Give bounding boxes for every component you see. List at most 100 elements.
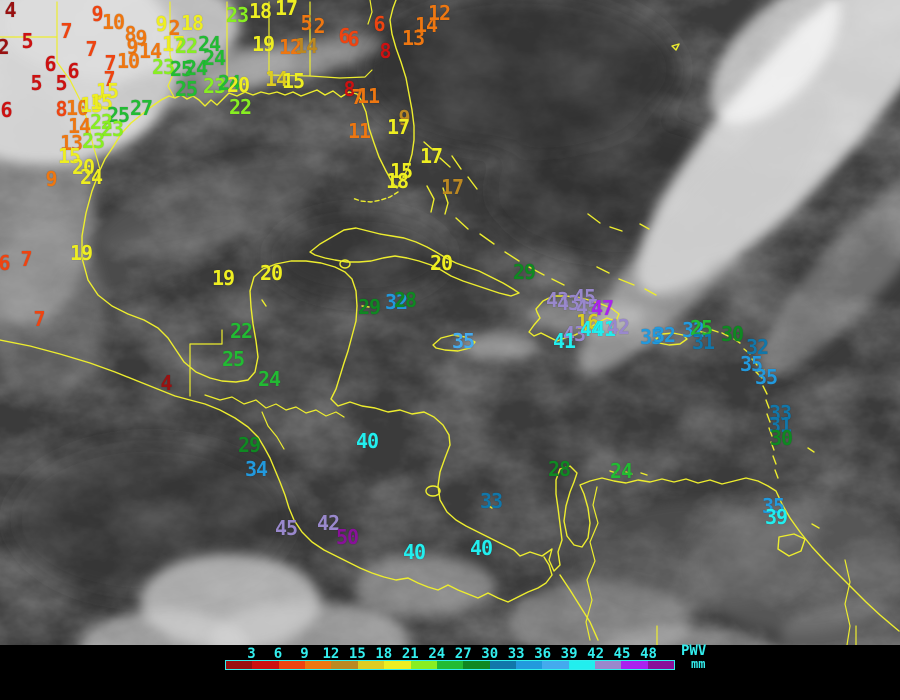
station-pwv-value: 17 xyxy=(274,0,298,20)
station-pwv-value: 44 xyxy=(579,317,603,341)
station-pwv-value: 7 xyxy=(85,37,97,61)
jamaica-coastline xyxy=(432,334,476,352)
colorbar-tick-label: 18 xyxy=(375,646,393,662)
station-pwv-value: 39 xyxy=(764,505,788,529)
station-pwv-value: 2 xyxy=(0,35,10,59)
colorbar-segment xyxy=(226,661,253,669)
mainland-coastline xyxy=(81,0,900,632)
station-pwv-value: 18 xyxy=(180,11,204,35)
station-pwv-value: 11 xyxy=(356,84,380,108)
station-pwv-value: 32 xyxy=(745,335,769,359)
colorbar-tick-label: 24 xyxy=(428,646,446,662)
station-pwv-value: 6 xyxy=(373,12,385,36)
colorbar-tick-label: 9 xyxy=(300,646,309,662)
station-pwv-value: 6 xyxy=(44,52,56,76)
florida-keys xyxy=(351,191,399,203)
station-pwv-value: 10 xyxy=(65,96,89,120)
station-pwv-value: 43 xyxy=(562,322,586,346)
station-pwv-value: 9 xyxy=(135,26,147,50)
station-pwv-value: 17 xyxy=(440,175,464,199)
station-pwv-value: 7 xyxy=(103,67,115,91)
station-pwv-value: 8 xyxy=(55,97,67,121)
colorbar-segment xyxy=(647,661,675,669)
station-pwv-value: 43 xyxy=(545,288,569,312)
lake-nicaragua xyxy=(425,485,441,497)
station-pwv-value: 5 xyxy=(30,71,42,95)
colorbar-tick-label: 45 xyxy=(613,646,631,662)
station-pwv-value: 20 xyxy=(226,73,250,97)
station-pwv-value: 22 xyxy=(229,319,253,343)
station-pwv-value: 19 xyxy=(211,266,235,290)
station-pwv-value: 27 xyxy=(129,96,153,120)
station-pwv-value: 23 xyxy=(100,117,124,141)
cloud-masses xyxy=(0,0,900,646)
station-pwv-value: 23 xyxy=(151,55,175,79)
station-pwv-value: 24 xyxy=(257,367,281,391)
colorbar-segment xyxy=(489,661,516,669)
station-pwv-value: 30 xyxy=(769,426,793,450)
station-pwv-value: 43 xyxy=(556,291,580,315)
colorbar-segment xyxy=(568,661,596,669)
station-pwv-value: 35 xyxy=(739,352,763,376)
colorbar-segment xyxy=(357,661,385,669)
station-pwv-value: 32 xyxy=(681,318,705,342)
station-pwv-value: 9 xyxy=(91,2,103,26)
station-pwv-value: 8 xyxy=(124,22,136,46)
colorbar-segment xyxy=(278,661,306,669)
station-pwv-value: 6 xyxy=(338,24,350,48)
colombia-pacific-coast xyxy=(559,574,599,641)
hispaniola-coastline xyxy=(528,295,620,342)
station-pwv-value: 34 xyxy=(244,457,268,481)
station-pwv-value: 24 xyxy=(609,459,633,483)
station-pwv-value: 23 xyxy=(81,129,105,153)
station-pwv-value: 47 xyxy=(590,296,614,320)
colorbar-tick-label: 48 xyxy=(640,646,657,662)
station-pwv-value: 15 xyxy=(57,144,81,168)
station-pwv-value: 35 xyxy=(639,325,663,349)
station-pwv-value: 22 xyxy=(89,110,113,134)
station-pwv-value: 15 xyxy=(95,79,119,103)
station-pwv-value: 41 xyxy=(552,329,576,353)
station-pwv-value: 14 xyxy=(67,114,91,138)
colorbar-segment xyxy=(252,661,279,669)
station-pwv-value: 40 xyxy=(469,536,493,560)
station-pwv-value: 12 xyxy=(427,1,451,25)
station-pwv-value: 7 xyxy=(351,85,363,109)
station-pwv-value: 25 xyxy=(174,77,198,101)
colorbar-tick-label: 39 xyxy=(560,646,578,662)
satellite-image xyxy=(0,0,900,646)
colorbar-tick-label: 21 xyxy=(401,646,419,662)
station-pwv-value: 7 xyxy=(60,19,72,43)
colorbar-tick-label: 36 xyxy=(534,646,552,662)
colorbar-segment xyxy=(410,661,437,669)
colorbar-tick-label: 12 xyxy=(322,646,340,662)
colorbar-segment xyxy=(384,661,411,669)
station-pwv-value: 22 xyxy=(228,95,252,119)
colorbar-tick-label: 3 xyxy=(247,646,256,662)
station-pwv-value: 5 xyxy=(300,11,312,35)
station-pwv-value: 8 xyxy=(379,39,391,63)
pacific-coastline xyxy=(0,339,553,603)
station-pwv-value: 20 xyxy=(429,251,453,275)
station-pwv-value: 30 xyxy=(720,322,744,346)
station-pwv-value: 17 xyxy=(386,115,410,139)
station-pwv-value: 24 xyxy=(197,32,221,56)
station-pwv-value: 6 xyxy=(67,59,79,83)
station-pwv-value: 32 xyxy=(384,290,408,314)
station-pwv-value: 20 xyxy=(259,261,283,285)
station-pwv-value: 23 xyxy=(202,74,226,98)
station-pwv-value: 45 xyxy=(274,516,298,540)
colorbar-tick-label: 42 xyxy=(587,646,605,662)
legend-band: SuomiNet Precipitable Water Vapor 160125… xyxy=(0,645,900,700)
station-pwv-value: 10 xyxy=(101,10,125,34)
colorbar xyxy=(225,660,675,670)
station-pwv-value: 35 xyxy=(754,365,778,389)
station-pwv-value: 24 xyxy=(184,56,208,80)
station-pwv-value: 41 xyxy=(592,317,616,341)
station-pwv-value: 33 xyxy=(768,401,792,425)
station-pwv-value: 32 xyxy=(652,323,676,347)
station-pwv-value: 9 xyxy=(126,35,138,59)
station-pwv-value: 13 xyxy=(401,26,425,50)
station-pwv-value: 15 xyxy=(89,90,113,114)
